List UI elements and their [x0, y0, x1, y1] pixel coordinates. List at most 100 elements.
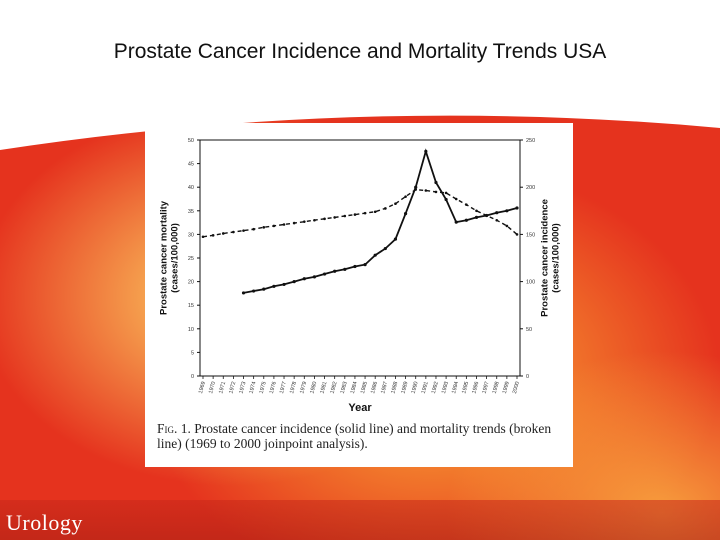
incidence-point — [454, 220, 458, 224]
incidence-point — [302, 277, 306, 281]
incidence-point — [241, 291, 246, 295]
x-tick-label: 1970 — [208, 381, 217, 394]
mortality-point — [373, 210, 377, 214]
slide-title: Prostate Cancer Incidence and Mortality … — [113, 40, 607, 63]
y-left-tick-label: 35 — [188, 209, 194, 215]
y-left-tick-label: 45 — [188, 162, 194, 168]
x-tick-label: 1994 — [451, 381, 460, 394]
y-left-tick-label: 5 — [191, 350, 194, 356]
incidence-point — [424, 149, 428, 153]
x-tick-label: 1997 — [482, 381, 491, 394]
mortality-point — [232, 230, 235, 234]
y-right-tick-label: 150 — [526, 232, 535, 238]
x-tick-label: 1998 — [492, 381, 501, 394]
x-tick-label: 1991 — [421, 381, 430, 394]
incidence-point — [393, 237, 398, 241]
mortality-point — [282, 223, 286, 226]
mortality-point — [211, 234, 215, 237]
incidence-point — [252, 289, 256, 293]
x-tick-label: 1974 — [249, 381, 258, 394]
caption-text: Prostate cancer incidence (solid line) a… — [157, 421, 552, 451]
x-tick-label: 1990 — [411, 381, 420, 394]
incidence-point — [272, 284, 276, 288]
x-tick-label: 1988 — [390, 381, 399, 394]
mortality-point — [201, 235, 205, 239]
incidence-point — [322, 272, 327, 276]
x-tick-label: 2000 — [512, 381, 521, 394]
x-tick-label: 1976 — [269, 381, 278, 394]
y-left-tick-label: 30 — [188, 232, 194, 238]
incidence-point — [353, 264, 357, 269]
mortality-point — [333, 216, 336, 219]
mortality-point — [394, 202, 397, 206]
mortality-point — [434, 190, 438, 194]
mortality-point — [272, 224, 276, 228]
x-tick-label: 1971 — [218, 381, 227, 394]
y-left-tick-label: 20 — [188, 280, 194, 286]
x-tick-label: 1987 — [380, 381, 389, 394]
mortality-point — [444, 191, 448, 195]
mortality-point — [475, 209, 478, 213]
x-tick-label: 1993 — [441, 381, 450, 394]
y-left-tick-label: 40 — [188, 185, 194, 191]
y-left-tick-label: 50 — [188, 138, 194, 144]
mortality-line — [202, 188, 518, 238]
mortality-point — [363, 211, 367, 215]
mortality-point — [454, 197, 458, 201]
mortality-point — [404, 195, 407, 198]
incidence-point — [373, 253, 377, 257]
x-tick-label: 1999 — [502, 381, 511, 394]
y-left-tick-label: 0 — [191, 374, 194, 380]
incidence-point — [505, 209, 509, 213]
x-tick-label: 1995 — [461, 381, 470, 394]
mortality-point — [414, 188, 418, 191]
y-right-tick-label: 200 — [526, 185, 535, 191]
incidence-point — [495, 211, 499, 215]
x-tick-label: 1972 — [228, 381, 237, 394]
mortality-point — [424, 189, 428, 192]
y-right-tick-label: 0 — [526, 374, 529, 380]
incidence-point — [363, 263, 367, 267]
mortality-point — [313, 218, 316, 222]
incidence-point — [282, 282, 286, 287]
mortality-point — [384, 207, 387, 210]
mortality-point — [505, 224, 509, 228]
mortality-point — [465, 203, 468, 206]
mortality-point — [495, 218, 499, 222]
x-tick-label: 1969 — [198, 381, 207, 394]
x-tick-label: 1996 — [471, 381, 480, 394]
caption-fig-label: Fig. 1. — [157, 421, 191, 436]
mortality-point — [242, 229, 245, 232]
figure-panel: 0 5 10 15 20 25 30 35 40 45 50 0 50 100 150 200 250 1969 1… — [145, 123, 573, 467]
x-tick-label: 1977 — [279, 381, 288, 394]
x-tick-label: 1978 — [289, 381, 298, 394]
mortality-point — [252, 227, 255, 231]
x-tick-label: 1983 — [340, 381, 349, 394]
mortality-point — [343, 214, 347, 218]
incidence-point — [444, 197, 448, 202]
y-left-tick-label: 25 — [188, 256, 194, 262]
x-tick-label: 1979 — [299, 381, 308, 394]
y-right-tick-label: 250 — [526, 138, 535, 144]
incidence-point — [312, 275, 317, 279]
urology-logo: Urology — [6, 510, 83, 535]
y-right-tick-label: 50 — [526, 327, 532, 333]
mortality-point — [485, 214, 488, 217]
mortality-point — [292, 221, 296, 225]
x-tick-label: 1985 — [360, 381, 369, 394]
y-right-axis-title: Prostate cancer incidence(cases/100,000) — [540, 199, 562, 317]
x-tick-label: 1975 — [259, 381, 268, 394]
incidence-point — [343, 267, 347, 271]
incidence-point — [333, 269, 337, 273]
y-right-tick-label: 100 — [526, 280, 535, 286]
incidence-point — [474, 215, 479, 220]
mortality-point — [302, 220, 306, 223]
x-tick-label: 1982 — [330, 381, 339, 394]
mortality-point — [323, 217, 326, 221]
mortality-point — [353, 213, 357, 216]
x-axis-title: Year — [348, 402, 372, 414]
incidence-point — [434, 180, 438, 185]
y-left-tick-label: 10 — [188, 327, 194, 333]
